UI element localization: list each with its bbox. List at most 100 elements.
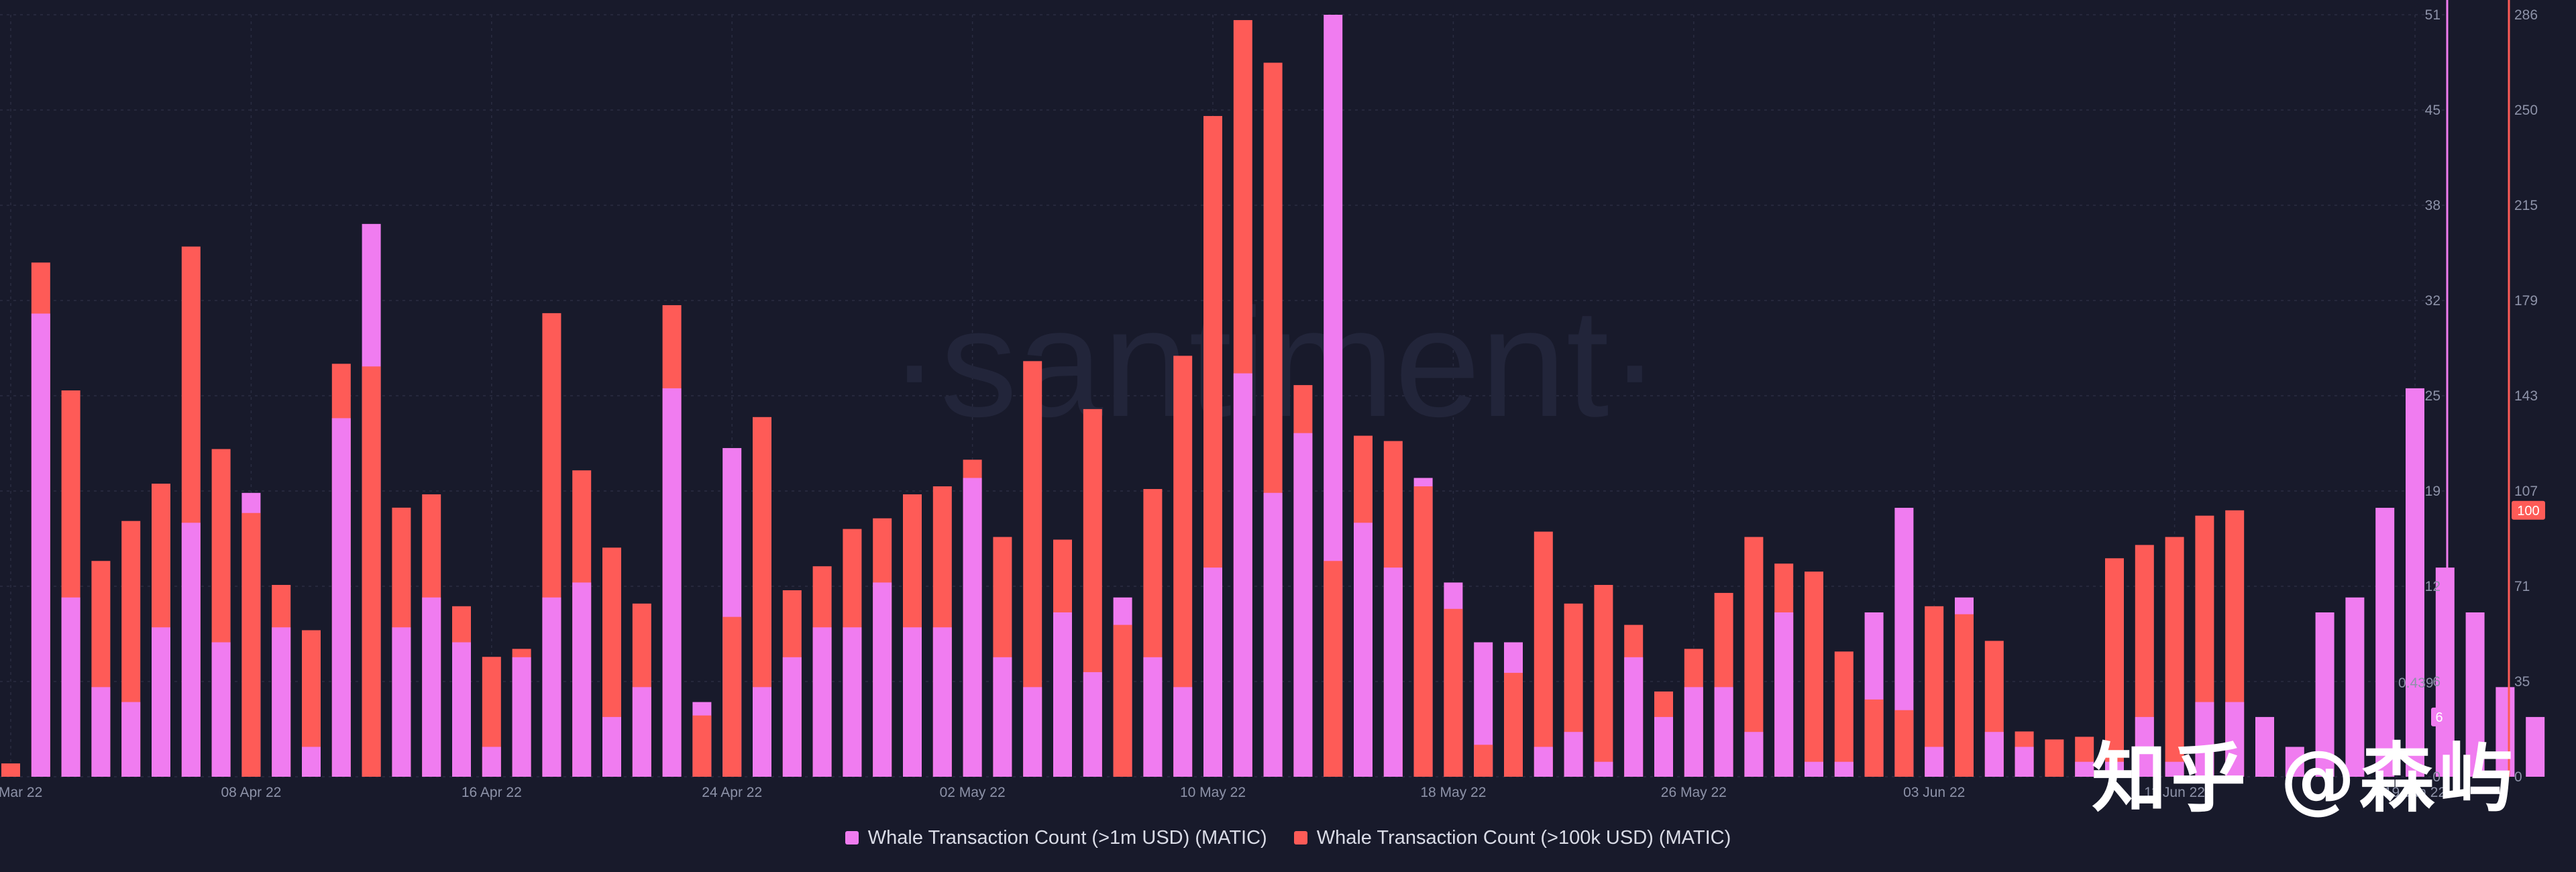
bar-100k [1834, 651, 1854, 777]
left-tick-label: 6 [2432, 674, 2440, 690]
bar-1m [2496, 687, 2515, 777]
bar-1m [1594, 761, 1613, 777]
left-tick-label: 0 [2432, 769, 2440, 785]
left-tick-label: 45 [2425, 103, 2440, 118]
bar-1m [152, 627, 170, 777]
bar-1m [1354, 523, 1373, 777]
right-tick-label: 215 [2514, 198, 2538, 213]
legend-swatch-100k [1293, 831, 1307, 844]
bar-1m [302, 747, 321, 777]
bar-1m [392, 627, 411, 777]
bar-1m [963, 478, 982, 777]
bar-100k [1324, 561, 1343, 777]
x-tick-label: 18 May 22 [1420, 785, 1486, 800]
right-tick-label: 35 [2514, 674, 2530, 690]
bar-100k [1594, 585, 1613, 777]
bar-1m [1984, 732, 2004, 777]
x-tick-label: 19 Jun 22 [2384, 785, 2446, 800]
bar-1m [1263, 492, 1283, 777]
bar-1m [542, 597, 561, 777]
bar-100k [2045, 739, 2064, 777]
bar-1m [1624, 657, 1644, 777]
bar-100k [1955, 614, 1974, 777]
bar-100k [1444, 608, 1463, 777]
bar-1m [602, 716, 621, 777]
right-tick-label: 71 [2514, 579, 2530, 594]
bar-1m [1564, 732, 1583, 777]
bar-1m [2165, 761, 2184, 777]
bar-1m [1714, 687, 1733, 777]
zhihu-watermark: 知乎 @森屿 [2092, 735, 2518, 822]
bar-1m [1083, 672, 1102, 777]
bar-1m [2225, 702, 2245, 777]
bar-1m [662, 388, 682, 777]
bar-1m [812, 627, 832, 777]
bar-1m [272, 627, 291, 777]
bar-1m [1925, 747, 1944, 777]
bar-1m [1293, 433, 1313, 777]
bar-1m [482, 747, 501, 777]
bar-1m [873, 582, 892, 777]
x-tick-label: 26 May 22 [1661, 785, 1727, 800]
left-tick-label: 38 [2425, 198, 2440, 213]
bar-1m [2435, 567, 2455, 777]
bar-1m [2406, 388, 2424, 777]
bar-1m [1654, 716, 1673, 777]
bar-1m [632, 687, 651, 777]
legend-item-100k[interactable]: Whale Transaction Count (>100k USD) (MAT… [1293, 826, 1731, 849]
bar-1m [1203, 567, 1222, 777]
bar-1m [91, 687, 111, 777]
legend-item-1m[interactable]: Whale Transaction Count (>1m USD) (MATIC… [845, 827, 1267, 849]
bar-1m [1233, 373, 1252, 777]
x-tick-label: 11 Jun 22 [2144, 785, 2205, 800]
left-tick-label: 51 [2425, 7, 2440, 23]
bar-1m [903, 627, 922, 777]
right-tick-label: 107 [2514, 484, 2538, 499]
left-tick-label: 32 [2425, 293, 2440, 309]
bar-1m [2075, 761, 2094, 777]
right-tick-label: 250 [2514, 103, 2538, 118]
bar-1m [1383, 567, 1403, 777]
bar-1m [2015, 747, 2034, 777]
y-axes: 0 6 12 19 25 32 38 45 51 0 35 71 107 143 179 215 250 286 6… [2398, 0, 2545, 785]
legend: Whale Transaction Count (>1m USD) (MATIC… [0, 822, 2576, 853]
bar-1m [422, 597, 441, 777]
grid-lines [0, 14, 2447, 777]
bar-1m [843, 627, 862, 777]
right-last-value-label: 100 [2517, 504, 2539, 519]
bar-100k [1504, 673, 1523, 777]
bar-1m [211, 642, 231, 777]
left-tick-label: 12 [2425, 579, 2440, 594]
bar-1m [1774, 612, 1794, 777]
bar-1m [2315, 612, 2334, 777]
bar-100k [1, 763, 20, 777]
bar-100k [1474, 745, 1493, 777]
x-axis-ticks: 31 Mar 22 08 Apr 22 16 Apr 22 24 Apr 22 02 M… [0, 785, 2446, 800]
bar-100k [692, 715, 712, 777]
bar-1m [1053, 612, 1072, 777]
bar-100k [1894, 710, 1914, 777]
bar-100k [2165, 537, 2184, 777]
bar-1m [2345, 597, 2365, 777]
bar-1m [121, 702, 141, 777]
left-tick-label: 25 [2425, 388, 2440, 404]
x-tick-label: 31 Mar 22 [0, 785, 42, 800]
bar-1m [1834, 761, 1854, 777]
bar-100k [1413, 486, 1433, 777]
left-last-value-label: 6 [2435, 710, 2443, 725]
bar-1m [512, 657, 531, 777]
x-tick-label: 03 Jun 22 [1903, 785, 1965, 800]
bars [1, 15, 2545, 777]
bar-1m [753, 687, 771, 777]
x-tick-label: 16 Apr 22 [462, 785, 522, 800]
right-tick-label: 0 [2514, 769, 2522, 785]
bar-1m [2105, 761, 2124, 777]
bar-100k [1113, 624, 1132, 777]
bar-1m [2285, 747, 2304, 777]
legend-label-100k: Whale Transaction Count (>100k USD) (MAT… [1316, 826, 1731, 849]
right-last-value-badge [2512, 500, 2545, 520]
right-tick-label: 143 [2514, 388, 2538, 404]
floating-value-label: 0.439 [2398, 675, 2434, 691]
bar-1m [31, 313, 50, 777]
